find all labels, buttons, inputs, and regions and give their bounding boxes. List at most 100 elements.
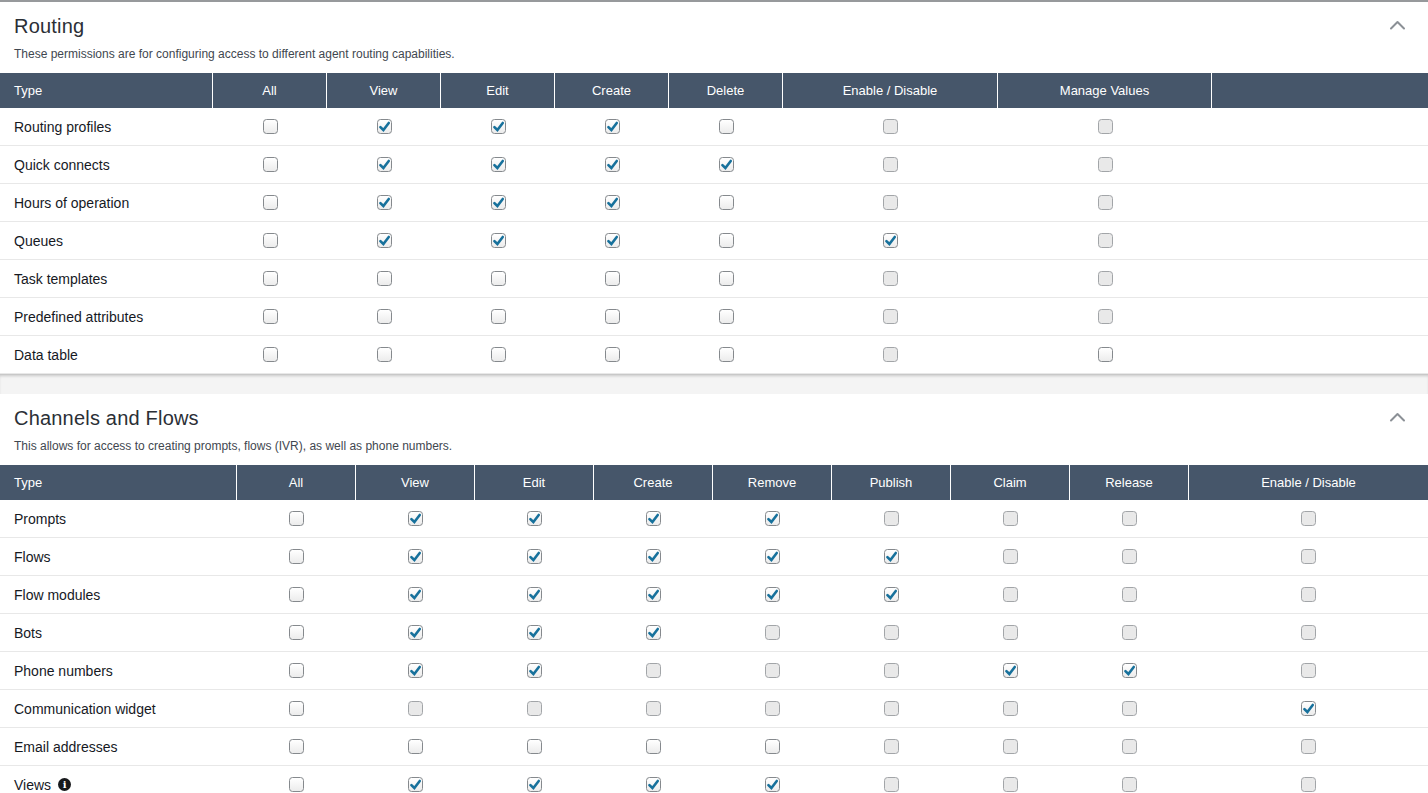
checkbox-predefined-attributes-view[interactable] [377,309,392,324]
checkbox-prompts-edit-checked[interactable] [527,511,542,526]
checkbox-data-table-edit[interactable] [491,347,506,362]
checkbox-routing-profiles-delete[interactable] [719,119,734,134]
chevron-up-icon[interactable] [1387,410,1408,424]
checkbox-email-addresses-create[interactable] [646,739,661,754]
checkbox-email-addresses-view[interactable] [408,739,423,754]
checkbox-flow-modules-publish-checked[interactable] [884,587,899,602]
checkbox-hours-of-operation-create-checked[interactable] [605,195,620,210]
checkbox-flow-modules-remove-checked[interactable] [765,587,780,602]
checkbox-data-table-manage-values[interactable] [1098,347,1113,362]
checkbox-routing-profiles-create-checked[interactable] [605,119,620,134]
checkbox-task-templates-edit[interactable] [491,271,506,286]
checkbox-bots-edit-checked[interactable] [527,625,542,640]
checkbox-flows-remove-checked[interactable] [765,549,780,564]
checkbox-communication-widget-all[interactable] [289,701,304,716]
checkbox-prompts-create-checked[interactable] [646,511,661,526]
row-label-predefined-attributes: Predefined attributes [0,309,213,325]
checkbox-bots-view-checked[interactable] [408,625,423,640]
checkbox-bots-all[interactable] [289,625,304,640]
checkbox-phone-numbers-all[interactable] [289,663,304,678]
checkbox-predefined-attributes-all[interactable] [263,309,278,324]
checkbox-quick-connects-create-checked[interactable] [605,157,620,172]
checkbox-predefined-attributes-manage-values [1098,309,1113,324]
checkbox-hours-of-operation-edit-checked[interactable] [491,195,506,210]
cell-phone-numbers-publish [832,663,951,678]
table-row-email-addresses: Email addresses [0,728,1428,766]
checkbox-queues-create-checked[interactable] [605,233,620,248]
checkbox-bots-create-checked[interactable] [646,625,661,640]
checkbox-views-all[interactable] [289,777,304,792]
table-header-row: TypeAllViewEditCreateDeleteEnable / Disa… [0,73,1428,108]
checkbox-prompts-remove-checked[interactable] [765,511,780,526]
checkbox-queues-enable-disable-checked[interactable] [883,233,898,248]
column-header-edit: Edit [441,73,555,108]
checkbox-flow-modules-edit-checked[interactable] [527,587,542,602]
checkbox-communication-widget-enable-disable-checked[interactable] [1301,701,1316,716]
checkbox-phone-numbers-release-checked[interactable] [1122,663,1137,678]
checkbox-views-view-checked[interactable] [408,777,423,792]
section-routing: Routing These permissions are for config… [0,2,1428,374]
cell-prompts-release [1070,511,1189,526]
checkbox-task-templates-all[interactable] [263,271,278,286]
checkbox-task-templates-delete[interactable] [719,271,734,286]
checkbox-routing-profiles-view-checked[interactable] [377,119,392,134]
cell-task-templates-create [555,271,669,286]
checkbox-quick-connects-edit-checked[interactable] [491,157,506,172]
checkbox-email-addresses-remove[interactable] [765,739,780,754]
checkbox-data-table-all[interactable] [263,347,278,362]
views-info-icon[interactable]: i [58,778,71,791]
row-label-routing-profiles: Routing profiles [0,119,213,135]
section-title: Channels and Flows [14,407,1414,430]
row-label-phone-numbers: Phone numbers [0,663,237,679]
checkbox-predefined-attributes-edit[interactable] [491,309,506,324]
checkbox-views-edit-checked[interactable] [527,777,542,792]
checkbox-phone-numbers-claim-checked[interactable] [1003,663,1018,678]
checkbox-queues-delete[interactable] [719,233,734,248]
checkbox-views-remove-checked[interactable] [765,777,780,792]
checkbox-views-create-checked[interactable] [646,777,661,792]
checkbox-flow-modules-create-checked[interactable] [646,587,661,602]
checkbox-data-table-view[interactable] [377,347,392,362]
checkbox-queues-all[interactable] [263,233,278,248]
checkbox-phone-numbers-edit-checked[interactable] [527,663,542,678]
cell-hours-of-operation-enable-disable [783,195,998,210]
checkbox-task-templates-view[interactable] [377,271,392,286]
checkbox-flows-edit-checked[interactable] [527,549,542,564]
checkbox-quick-connects-delete-checked[interactable] [719,157,734,172]
checkbox-data-table-create[interactable] [605,347,620,362]
checkbox-hours-of-operation-view-checked[interactable] [377,195,392,210]
checkbox-queues-edit-checked[interactable] [491,233,506,248]
checkbox-email-addresses-all[interactable] [289,739,304,754]
checkbox-data-table-delete[interactable] [719,347,734,362]
cell-email-addresses-remove [713,739,832,754]
checkbox-email-addresses-edit[interactable] [527,739,542,754]
checkbox-views-publish [884,777,899,792]
checkbox-routing-profiles-all[interactable] [263,119,278,134]
checkbox-flow-modules-all[interactable] [289,587,304,602]
checkbox-flows-all[interactable] [289,549,304,564]
checkbox-quick-connects-view-checked[interactable] [377,157,392,172]
checkbox-hours-of-operation-manage-values [1098,195,1113,210]
checkbox-hours-of-operation-all[interactable] [263,195,278,210]
checkbox-prompts-view-checked[interactable] [408,511,423,526]
cell-quick-connects-view [327,157,441,172]
column-header-delete: Delete [669,73,783,108]
section-header-channels-and-flows: Channels and Flows This allows for acces… [0,394,1428,465]
chevron-up-icon[interactable] [1387,18,1408,32]
checkbox-phone-numbers-view-checked[interactable] [408,663,423,678]
checkbox-prompts-all[interactable] [289,511,304,526]
checkbox-flows-publish-checked[interactable] [884,549,899,564]
checkbox-flow-modules-view-checked[interactable] [408,587,423,602]
checkbox-routing-profiles-edit-checked[interactable] [491,119,506,134]
checkbox-hours-of-operation-delete[interactable] [719,195,734,210]
checkbox-flows-view-checked[interactable] [408,549,423,564]
checkbox-hours-of-operation-enable-disable [883,195,898,210]
cell-predefined-attributes-enable-disable [783,309,998,324]
checkbox-queues-view-checked[interactable] [377,233,392,248]
checkbox-predefined-attributes-delete[interactable] [719,309,734,324]
checkbox-predefined-attributes-create[interactable] [605,309,620,324]
checkbox-quick-connects-all[interactable] [263,157,278,172]
checkbox-flows-create-checked[interactable] [646,549,661,564]
checkbox-task-templates-create[interactable] [605,271,620,286]
cell-quick-connects-create [555,157,669,172]
